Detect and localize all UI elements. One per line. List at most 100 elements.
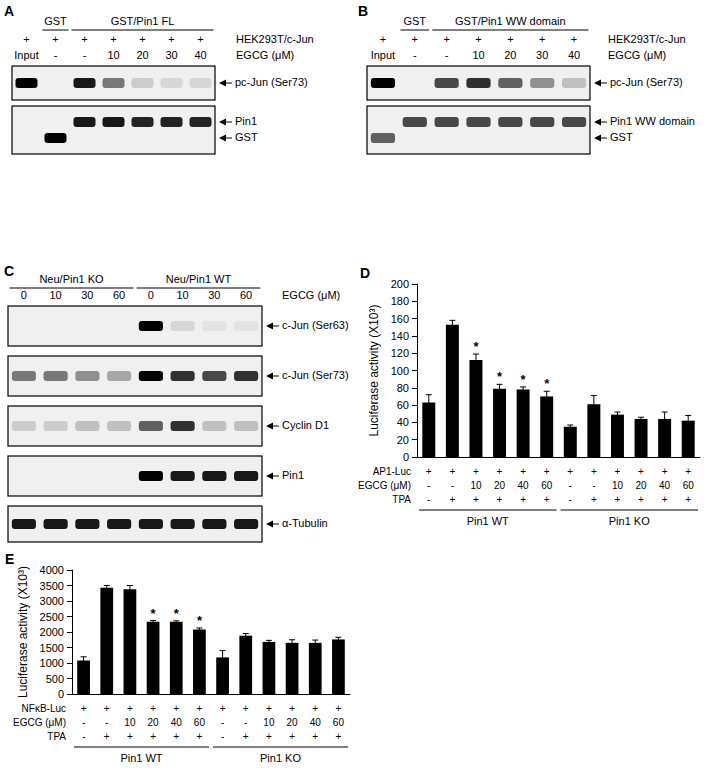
svg-text:+: + <box>449 466 455 477</box>
svg-text:+: + <box>197 33 203 45</box>
svg-text:-: - <box>244 717 247 728</box>
svg-text:EGCG (μM): EGCG (μM) <box>358 480 411 491</box>
svg-text:Input: Input <box>14 49 38 61</box>
svg-text:120: 120 <box>391 347 409 359</box>
svg-text:+: + <box>638 466 644 477</box>
svg-text:200: 200 <box>391 278 409 290</box>
svg-text:D: D <box>360 265 370 281</box>
svg-text:+: + <box>507 33 513 45</box>
svg-text:C: C <box>4 263 14 279</box>
svg-text:0: 0 <box>148 289 154 301</box>
svg-text:+: + <box>615 494 621 505</box>
svg-text:30: 30 <box>536 49 548 61</box>
svg-text:4000: 4000 <box>40 564 64 576</box>
svg-text:+: + <box>591 466 597 477</box>
svg-text:-: - <box>427 480 430 491</box>
svg-text:-: - <box>82 731 85 742</box>
svg-text:+: + <box>150 703 156 714</box>
svg-text:Pin1: Pin1 <box>282 469 304 481</box>
svg-text:+: + <box>110 33 116 45</box>
svg-text:40: 40 <box>171 717 183 728</box>
svg-text:60: 60 <box>240 289 252 301</box>
svg-text:+: + <box>289 703 295 714</box>
svg-text:EGCG (μM): EGCG (μM) <box>13 717 66 728</box>
svg-text:30: 30 <box>165 49 177 61</box>
svg-text:Luciferase activity (X10³): Luciferase activity (X10³) <box>16 566 30 698</box>
svg-text:-: - <box>445 49 449 61</box>
svg-text:100: 100 <box>391 365 409 377</box>
svg-text:1000: 1000 <box>40 657 64 669</box>
svg-text:GST: GST <box>403 15 426 27</box>
svg-text:60: 60 <box>113 289 125 301</box>
svg-text:+: + <box>196 703 202 714</box>
svg-text:c-Jun (Ser73): c-Jun (Ser73) <box>282 369 349 381</box>
svg-text:140: 140 <box>391 330 409 342</box>
svg-text:3500: 3500 <box>40 580 64 592</box>
svg-text:A: A <box>4 3 14 19</box>
svg-text:+: + <box>335 703 341 714</box>
svg-text:+: + <box>52 33 58 45</box>
svg-text:Input: Input <box>371 49 395 61</box>
svg-text:60: 60 <box>541 480 553 491</box>
svg-text:+: + <box>412 33 418 45</box>
svg-text:α-Tubulin: α-Tubulin <box>282 517 328 529</box>
svg-text:+: + <box>497 494 503 505</box>
svg-text:+: + <box>520 466 526 477</box>
svg-text:c-Jun (Ser63): c-Jun (Ser63) <box>282 319 349 331</box>
svg-text:EGCG (μM): EGCG (μM) <box>608 49 666 61</box>
svg-text:2500: 2500 <box>40 611 64 623</box>
svg-text:EGCG (μM): EGCG (μM) <box>236 49 294 61</box>
svg-text:60: 60 <box>333 717 345 728</box>
svg-text:*: * <box>473 339 479 354</box>
svg-text:0: 0 <box>403 451 409 463</box>
svg-text:+: + <box>266 731 272 742</box>
svg-text:40: 40 <box>194 49 206 61</box>
svg-text:10: 10 <box>50 289 62 301</box>
svg-text:+: + <box>289 731 295 742</box>
svg-text:+: + <box>539 33 545 45</box>
svg-text:+: + <box>544 494 550 505</box>
svg-text:+: + <box>139 33 145 45</box>
svg-text:+: + <box>243 703 249 714</box>
svg-text:40: 40 <box>568 49 580 61</box>
svg-text:10: 10 <box>177 289 189 301</box>
svg-text:+: + <box>127 731 133 742</box>
svg-text:+: + <box>127 703 133 714</box>
svg-text:B: B <box>358 3 368 19</box>
svg-text:+: + <box>243 731 249 742</box>
svg-text:+: + <box>497 466 503 477</box>
svg-text:20: 20 <box>287 717 299 728</box>
svg-text:*: * <box>544 376 550 391</box>
svg-text:10: 10 <box>612 480 624 491</box>
svg-text:-: - <box>221 717 224 728</box>
svg-text:-: - <box>105 717 108 728</box>
svg-text:+: + <box>685 494 691 505</box>
svg-text:GST: GST <box>610 131 633 143</box>
svg-text:Pin1 WW domain: Pin1 WW domain <box>610 115 695 127</box>
svg-text:Neu/Pin1 WT: Neu/Pin1 WT <box>166 273 232 285</box>
svg-text:-: - <box>427 494 430 505</box>
svg-text:-: - <box>54 49 58 61</box>
svg-text:+: + <box>104 703 110 714</box>
svg-text:Pin1: Pin1 <box>235 115 257 127</box>
svg-text:+: + <box>426 466 432 477</box>
svg-text:-: - <box>592 480 595 491</box>
svg-text:20: 20 <box>504 49 516 61</box>
svg-text:40: 40 <box>659 480 671 491</box>
svg-text:+: + <box>173 731 179 742</box>
svg-text:*: * <box>174 606 180 621</box>
svg-text:20: 20 <box>494 480 506 491</box>
svg-text:+: + <box>638 494 644 505</box>
svg-text:10: 10 <box>472 49 484 61</box>
svg-text:30: 30 <box>208 289 220 301</box>
svg-text:20: 20 <box>148 717 160 728</box>
svg-text:HEK293T/c-Jun: HEK293T/c-Jun <box>236 33 314 45</box>
svg-text:*: * <box>521 372 527 387</box>
svg-text:+: + <box>168 33 174 45</box>
svg-text:+: + <box>571 33 577 45</box>
svg-text:+: + <box>449 494 455 505</box>
svg-text:+: + <box>473 466 479 477</box>
svg-text:+: + <box>196 731 202 742</box>
svg-text:pc-Jun (Ser73): pc-Jun (Ser73) <box>235 76 308 88</box>
svg-text:Pin1 KO: Pin1 KO <box>260 752 301 764</box>
